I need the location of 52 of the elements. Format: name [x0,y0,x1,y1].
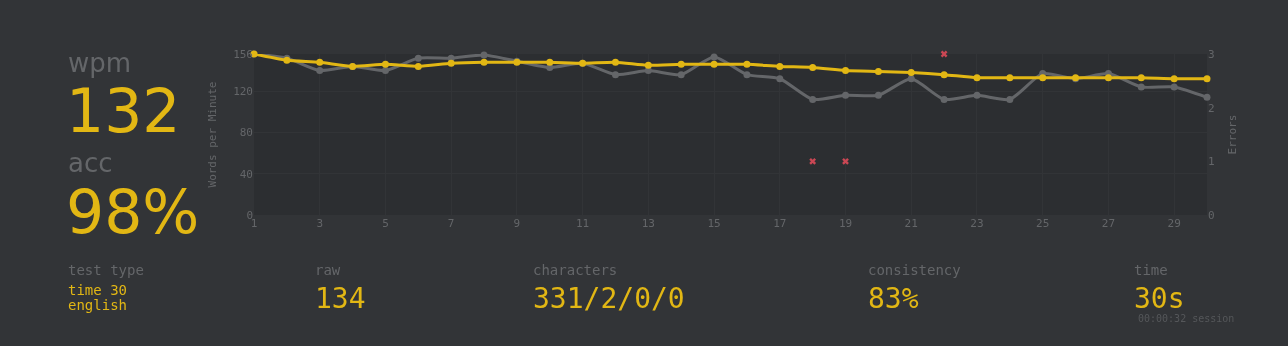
text: 134 [315,282,366,315]
text: english [68,297,128,313]
point [874,68,882,76]
text: 30s [1134,282,1185,315]
point [1039,74,1047,82]
point [677,71,685,79]
point [842,91,850,99]
point [1170,83,1178,91]
point [677,60,685,68]
point [414,62,422,70]
point [940,95,948,103]
text: 132 [66,76,181,146]
y-tick-label: 156 [233,47,253,61]
point [710,53,718,61]
point [381,60,389,68]
point [973,74,981,82]
point [907,69,915,77]
point [842,67,850,75]
point [1006,74,1014,82]
point [480,51,488,59]
point [809,63,817,71]
point [546,58,554,66]
point [1006,95,1014,103]
point [710,60,718,68]
point [1170,75,1178,83]
point [611,71,619,79]
point [940,71,948,79]
point [381,67,389,75]
point [1137,74,1145,82]
point [973,91,981,99]
point [1203,75,1211,83]
point [414,54,422,62]
text: 98% [66,177,200,247]
text: 331/2/0/0 [533,282,685,315]
point [644,61,652,69]
point [480,58,488,66]
point [743,60,751,68]
point [1104,74,1112,82]
text: time 30 [68,282,128,298]
point [776,62,784,70]
point [874,91,882,99]
point [776,75,784,83]
point [743,71,751,79]
point [1203,93,1211,101]
point [316,58,324,66]
point [611,58,619,66]
point [907,75,915,83]
point [447,59,455,67]
point [809,95,817,103]
text: 83% [868,282,919,315]
point [316,67,324,75]
point [1137,83,1145,91]
